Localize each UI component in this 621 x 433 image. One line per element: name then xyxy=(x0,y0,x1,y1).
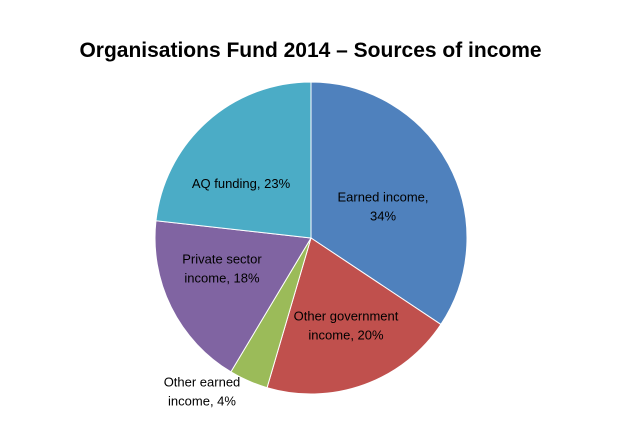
slice-label-private-sector-income: Private sector income, 18% xyxy=(182,252,262,286)
slice-label-other-government-income: Other government income, 20% xyxy=(294,309,399,343)
pie-slice-private-sector-income xyxy=(154,220,312,373)
pie-slice-aq-funding xyxy=(155,81,312,239)
chart-title: Organisations Fund 2014 – Sources of inc… xyxy=(79,39,542,62)
pie-slice-other-government-income xyxy=(266,237,442,395)
slice-label-aq-funding: AQ funding, 23% xyxy=(192,176,291,191)
slice-label-earned-income: Earned income, 34% xyxy=(337,190,428,224)
slice-label-other-earned-income: Other earned income, 4% xyxy=(164,375,241,409)
